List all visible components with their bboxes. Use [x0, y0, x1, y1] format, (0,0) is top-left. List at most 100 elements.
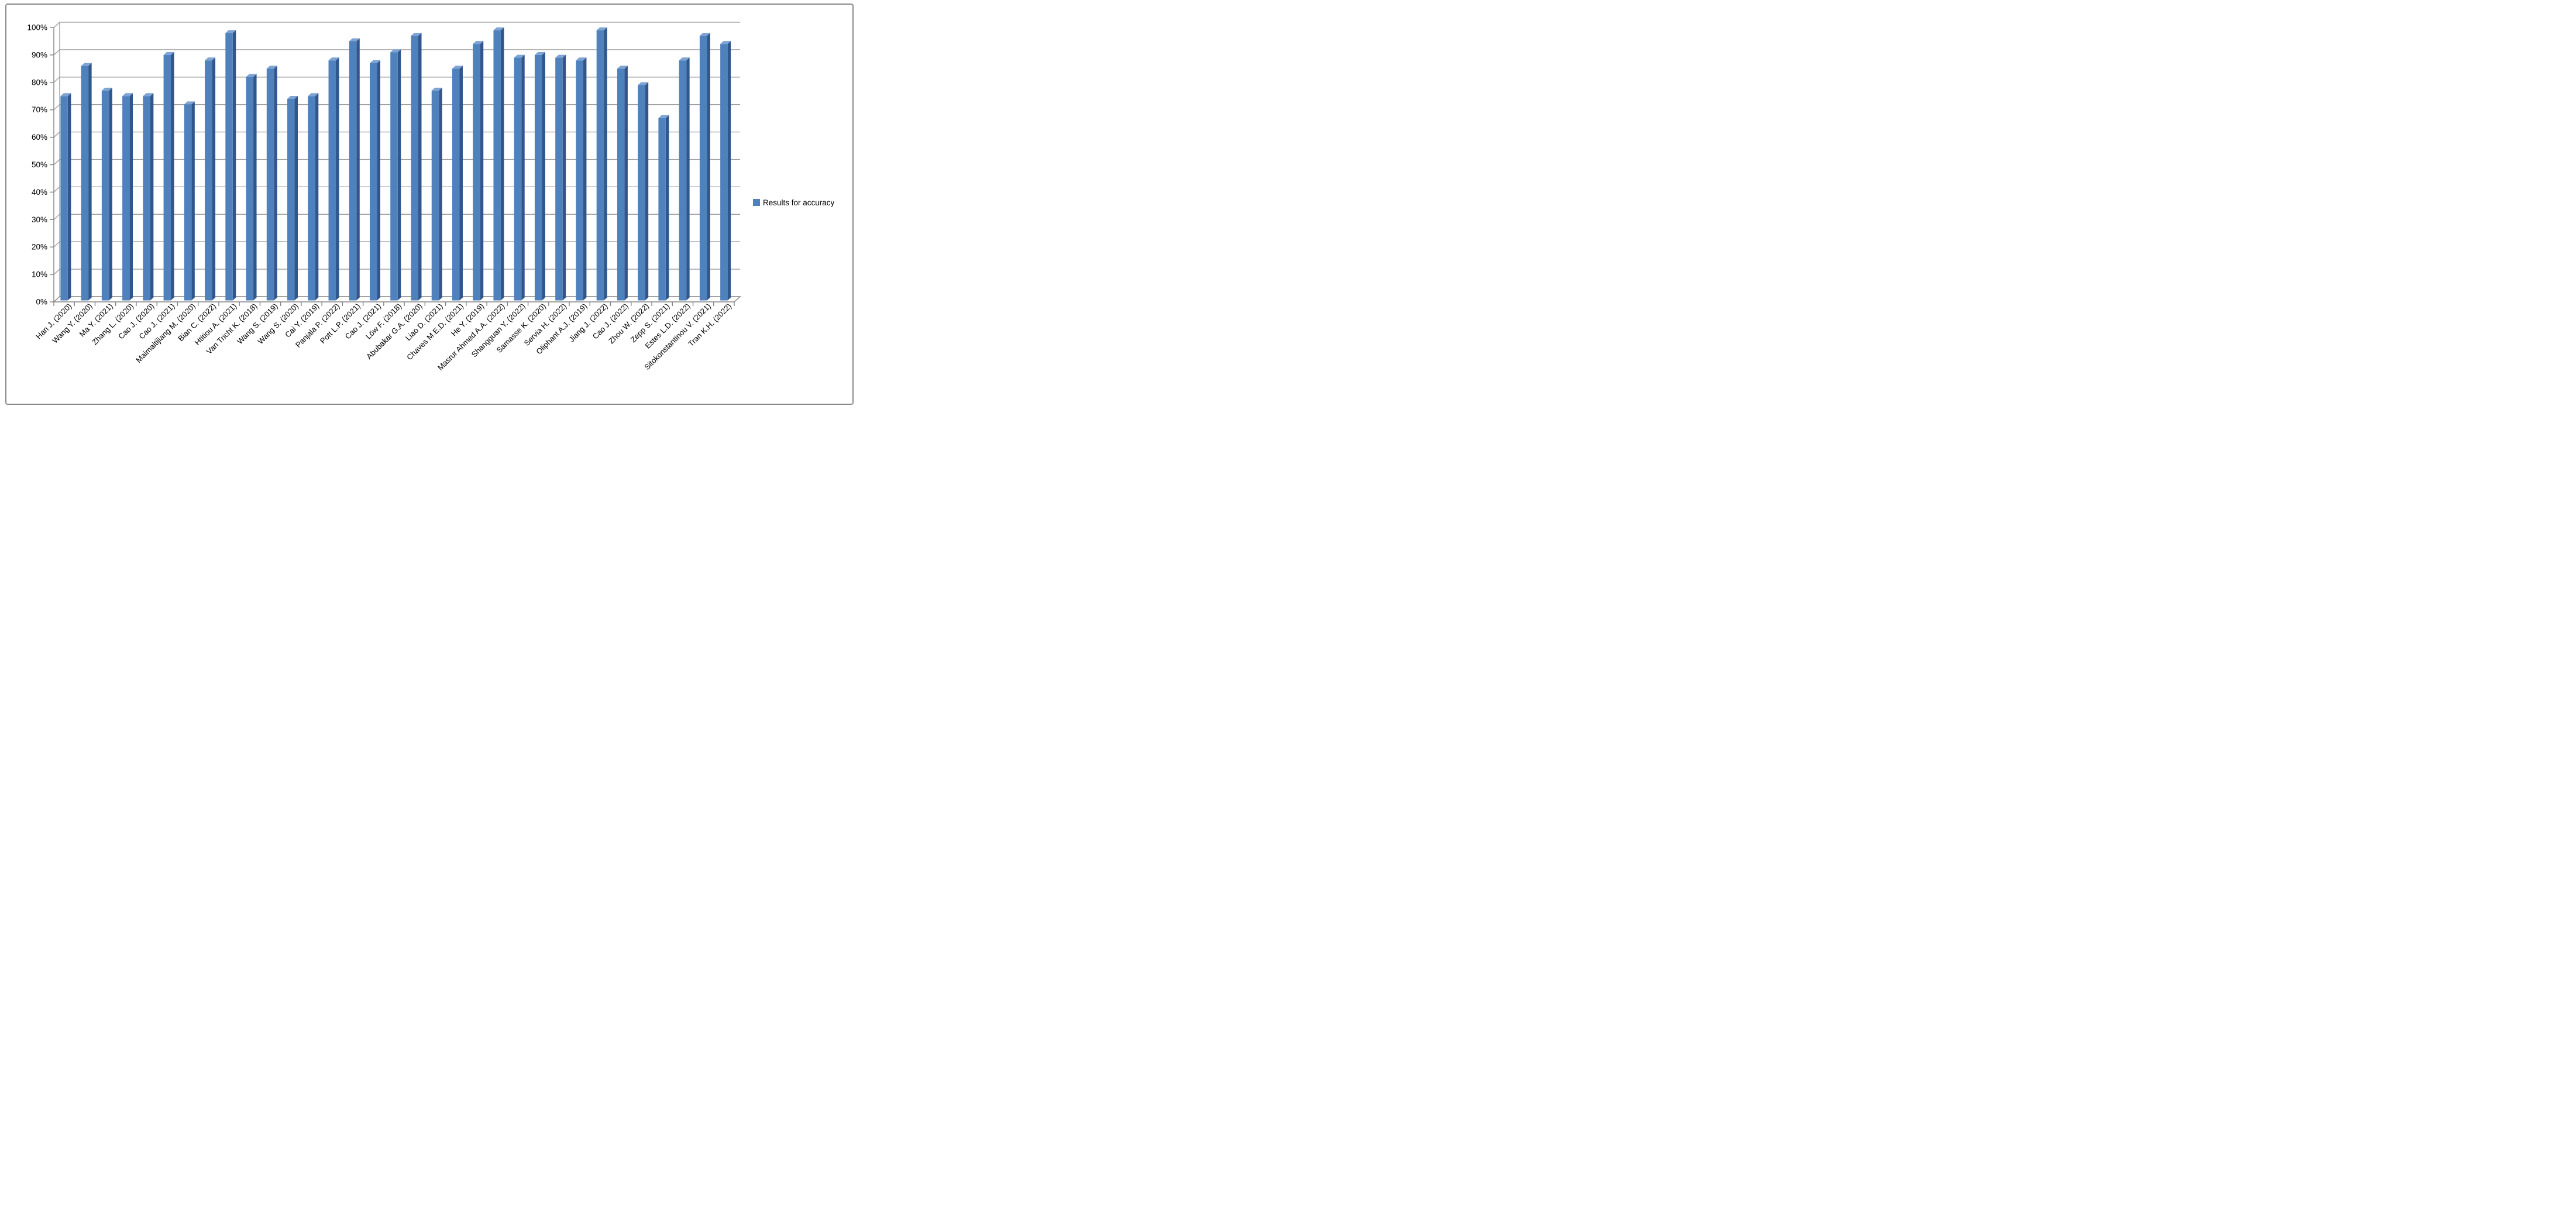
- bar-top: [349, 38, 360, 42]
- bar-top: [205, 57, 216, 61]
- bar-side: [500, 27, 504, 301]
- y-tick-label: 90%: [32, 50, 47, 59]
- bar-top: [617, 66, 628, 69]
- gridline-jog: [53, 186, 60, 192]
- bar-side: [212, 57, 216, 301]
- bar: [720, 44, 728, 301]
- bar: [596, 30, 604, 301]
- gridline-jog: [53, 22, 60, 28]
- bar-side: [727, 41, 731, 301]
- bar-side: [562, 54, 566, 301]
- bar-top: [143, 93, 154, 97]
- bar-top: [720, 41, 731, 44]
- y-tick-label: 70%: [32, 105, 47, 114]
- bar-side: [521, 54, 525, 301]
- bar: [287, 98, 295, 301]
- y-tick-label: 20%: [32, 243, 47, 252]
- bar-top: [679, 57, 690, 61]
- gridline-jog: [53, 132, 60, 138]
- bar-top: [163, 51, 174, 55]
- bar-top: [514, 54, 525, 58]
- bar-side: [665, 115, 669, 301]
- bar: [555, 57, 563, 301]
- bar: [411, 36, 418, 301]
- bar-side: [129, 93, 133, 301]
- bar-side: [253, 74, 257, 301]
- bar-side: [418, 33, 422, 301]
- bar: [266, 68, 274, 301]
- bar-side: [686, 57, 690, 301]
- bar-top: [287, 95, 298, 99]
- bar-top: [452, 66, 463, 69]
- gridline-jog: [53, 104, 60, 111]
- bar-side: [150, 93, 154, 301]
- gridline-jog: [53, 49, 60, 56]
- bar-side: [604, 27, 607, 301]
- bar-top: [555, 54, 566, 58]
- bar-side: [583, 57, 587, 301]
- gridline-jog: [53, 159, 60, 165]
- bar-side: [171, 51, 174, 301]
- y-tick-label: 100%: [27, 23, 47, 32]
- bar-top: [576, 57, 587, 61]
- bar: [576, 60, 583, 301]
- bar-side: [542, 51, 545, 301]
- bar-top: [184, 101, 195, 105]
- bar-side: [480, 41, 484, 301]
- bar: [514, 57, 522, 301]
- bar: [638, 85, 645, 301]
- bar: [184, 104, 192, 301]
- y-tick-label: 40%: [32, 188, 47, 197]
- bar: [163, 54, 171, 301]
- bar-side: [274, 66, 277, 301]
- bar: [679, 60, 687, 301]
- bar-top: [328, 57, 339, 61]
- bar: [534, 54, 542, 301]
- bar-top: [81, 63, 92, 66]
- bar: [431, 90, 439, 301]
- bar: [370, 63, 377, 301]
- bar-side: [624, 66, 628, 301]
- bar-top: [534, 51, 545, 55]
- bar-side: [459, 66, 463, 301]
- legend-swatch-icon: [753, 199, 760, 206]
- bar-top: [225, 30, 236, 33]
- bar: [699, 36, 707, 301]
- bar: [205, 60, 212, 301]
- bar-top: [60, 93, 71, 97]
- bar-side: [315, 93, 319, 301]
- bar: [246, 77, 254, 301]
- bar: [308, 96, 315, 301]
- bar: [122, 96, 130, 301]
- accuracy-bar-chart: 0%10%20%30%40%50%60%70%80%90%100%Han J. …: [5, 4, 854, 405]
- bar-top: [638, 82, 649, 85]
- gridline-jog: [53, 77, 60, 83]
- bar: [452, 68, 460, 301]
- bar-side: [645, 82, 649, 301]
- bar-side: [88, 63, 92, 301]
- y-tick-label: 50%: [32, 160, 47, 169]
- bar-top: [308, 93, 319, 97]
- bar-side: [336, 57, 339, 301]
- bar-top: [431, 87, 442, 91]
- bar: [493, 30, 501, 301]
- bar-top: [493, 27, 504, 30]
- bar-side: [397, 49, 401, 301]
- bar-side: [232, 30, 236, 301]
- legend: Results for accuracy: [753, 198, 835, 207]
- bar: [328, 60, 336, 301]
- bar-side: [67, 93, 71, 301]
- gridline-jog: [53, 214, 60, 220]
- bar-top: [101, 87, 112, 91]
- bar-side: [109, 87, 112, 301]
- bar-side: [191, 101, 195, 301]
- bar-top: [246, 74, 257, 77]
- bar: [349, 41, 357, 301]
- bar-top: [122, 93, 133, 97]
- bar: [658, 118, 666, 301]
- bar-top: [596, 27, 607, 30]
- gridline-jog: [53, 241, 60, 247]
- y-tick-label: 10%: [32, 270, 47, 279]
- bar-side: [356, 38, 360, 301]
- bar: [390, 52, 398, 301]
